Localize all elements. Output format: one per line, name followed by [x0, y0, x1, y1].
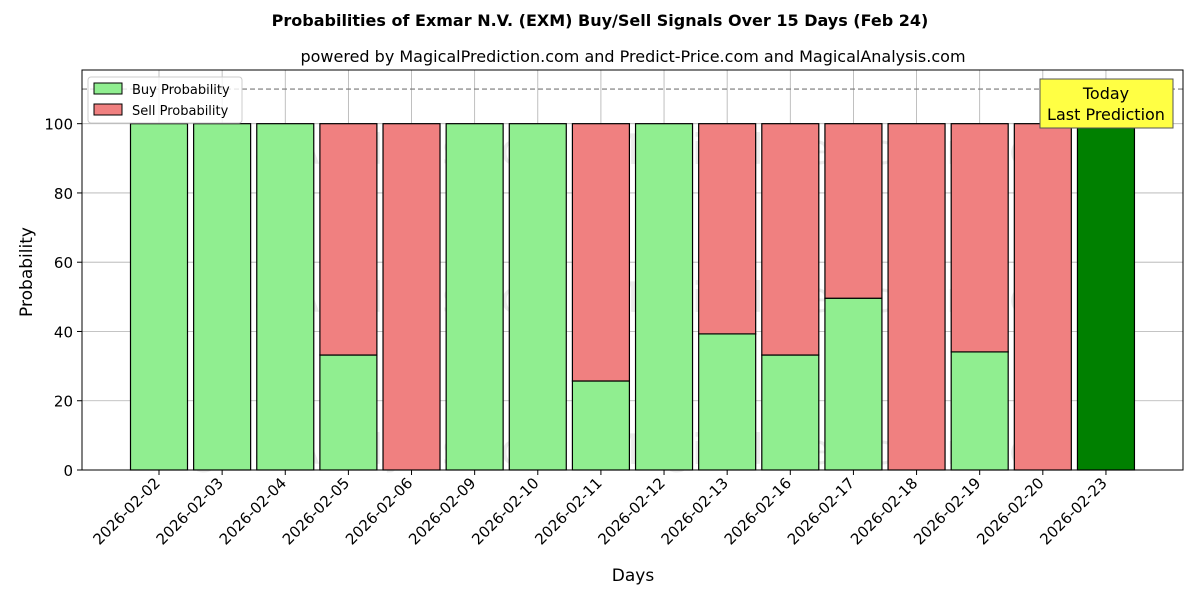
bar-buy [445, 123, 504, 471]
bar-sell [382, 123, 441, 471]
y-tick-label: 100 [44, 116, 73, 134]
bar-buy [698, 333, 757, 471]
chart-title: Probabilities of Exmar N.V. (EXM) Buy/Se… [272, 11, 929, 30]
bar-buy [761, 354, 820, 471]
today-annotation: Today Last Prediction [1039, 78, 1174, 129]
bar-sell [319, 123, 378, 356]
legend-label-sell: Sell Probability [132, 104, 229, 119]
x-tick-label: 2026-02-13 [658, 474, 732, 548]
y-tick-label: 40 [54, 323, 73, 341]
bar-sell [761, 123, 820, 356]
x-tick-label: 2026-02-04 [216, 474, 290, 548]
y-tick-label: 60 [54, 254, 73, 272]
x-tick-label: 2026-02-03 [153, 474, 227, 548]
x-tick-label: 2026-02-23 [1036, 474, 1110, 548]
legend-label-buy: Buy Probability [132, 83, 230, 98]
x-tick-label: 2026-02-11 [531, 474, 605, 548]
y-tick-label: 80 [54, 185, 73, 203]
bar-sell [571, 123, 631, 382]
bar-buy [508, 123, 567, 471]
legend-box [87, 76, 243, 124]
x-tick-label: 2026-02-12 [594, 474, 668, 548]
legend-swatch-buy [93, 82, 123, 95]
bar-sell [824, 123, 883, 299]
annotation-box [1039, 78, 1174, 129]
bar-sell [698, 123, 757, 335]
bar-buy [129, 123, 189, 471]
y-tick-label: 0 [63, 462, 73, 480]
legend-swatch-sell [93, 103, 123, 116]
y-axis-label: Probability [17, 227, 37, 317]
x-tick-label: 2026-02-09 [405, 474, 479, 548]
annotation-line-2: Last Prediction [1047, 105, 1165, 124]
x-tick-label: 2026-02-20 [973, 474, 1047, 548]
plot-frame [81, 69, 1184, 471]
chart-subtitle: powered by MagicalPrediction.com and Pre… [300, 47, 965, 66]
x-tick-label: 2026-02-19 [910, 474, 984, 548]
bar-sell [1013, 123, 1072, 471]
bar-sell [950, 123, 1009, 353]
bar-buy [319, 354, 378, 471]
bar-buy [1076, 123, 1136, 471]
x-tick-label: 2026-02-18 [847, 474, 921, 548]
x-tick-label: 2026-02-16 [721, 474, 795, 548]
x-tick-label: 2026-02-05 [279, 474, 353, 548]
x-tick-label: 2026-02-17 [784, 474, 858, 548]
x-tick-label: 2026-02-02 [89, 474, 163, 548]
bar-sell [887, 123, 946, 471]
bar-buy [824, 297, 883, 471]
annotation-line-1: Today [1082, 84, 1129, 103]
x-tick-label: 2026-02-06 [342, 474, 416, 548]
bar-buy [571, 380, 631, 471]
x-tick-label: 2026-02-10 [468, 474, 542, 548]
x-axis-label: Days [612, 566, 655, 586]
bar-buy [256, 123, 315, 471]
bar-buy [950, 351, 1009, 471]
bar-buy [193, 123, 252, 471]
y-tick-label: 20 [54, 393, 73, 411]
bar-buy [634, 123, 694, 471]
legend: Buy Probability Sell Probability [87, 76, 243, 124]
